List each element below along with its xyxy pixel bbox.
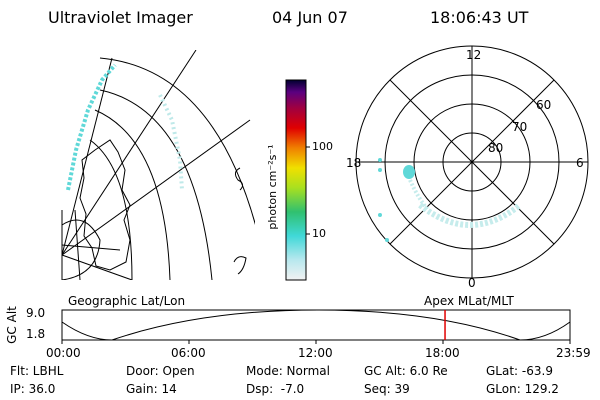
map-meridian (61, 119, 251, 256)
polar-lat-label-70: 70 (512, 120, 528, 134)
timeline-ylabel: GC Alt (5, 306, 19, 344)
info-gc-alt: GC Alt: 6.0 Re (364, 364, 448, 378)
polar-emission-spot (403, 165, 415, 179)
map-grid-line (74, 209, 81, 280)
polar-lat-label-60: 60 (536, 98, 552, 112)
info-gain: Gain: 14 (126, 382, 177, 396)
info-glon: GLon: 129.2 (486, 382, 559, 396)
time-label: 18:06:43 UT (430, 8, 529, 27)
timeline-xtick-label: 06:00 (171, 346, 206, 360)
map-emission-band (66, 63, 117, 191)
polar-mlt-label-12: 12 (466, 48, 482, 62)
info-seq: Seq: 39 (364, 382, 410, 396)
map-coastline (79, 139, 131, 271)
timeline-xtick-label: 18:00 (425, 346, 460, 360)
polar-mlt-label-6: 6 (576, 156, 584, 170)
map-lat-circle (94, 109, 171, 280)
map-lat-circle (99, 57, 255, 226)
timeline-xtick-label: 23:59 (556, 346, 591, 360)
map-grid-line (61, 244, 121, 251)
timeline-xtick-label: 12:00 (298, 346, 333, 360)
date-label: 04 Jun 07 (272, 8, 348, 27)
polar-mlt-label-18: 18 (346, 156, 362, 170)
map-coastline-fragment (233, 256, 247, 275)
geographic-label: Geographic Lat/Lon (68, 294, 186, 308)
polar-emission-spot (385, 238, 389, 242)
info-dsp: Dsp: -7.0 (246, 382, 305, 396)
map-meridian (61, 50, 197, 256)
map-coastline-fragment (234, 167, 244, 191)
instrument-title: Ultraviolet Imager (48, 8, 193, 27)
polar-mlt-label-0: 0 (468, 276, 476, 290)
altitude-curve (61, 309, 571, 341)
timeline-frame (61, 309, 571, 341)
polar-emission-oval (408, 179, 430, 212)
timeline-ytick-bottom: 1.8 (26, 327, 46, 341)
timeline-ytick-top: 9.0 (26, 306, 46, 320)
colorbar-tick-label: 100 (312, 140, 333, 153)
polar-meridian-diag (389, 79, 555, 245)
polar-emission-spot (378, 158, 382, 162)
polar-lat-label-80: 80 (488, 141, 504, 155)
polar-emission-spot (378, 168, 382, 172)
info-ip: IP: 36.0 (10, 382, 56, 396)
info-filter: Flt: LBHL (10, 364, 64, 378)
info-mode: Mode: Normal (246, 364, 330, 378)
colorbar-tick-label: 10 (312, 227, 326, 240)
timeline-xtick-label: 00:00 (46, 346, 81, 360)
apex-label: Apex MLat/MLT (424, 294, 514, 308)
info-door: Door: Open (126, 364, 195, 378)
colorbar-gradient (285, 79, 307, 281)
polar-emission-oval (418, 202, 522, 228)
map-lat-circle (89, 139, 133, 280)
map-meridian (61, 254, 133, 280)
info-glat: GLat: -63.9 (486, 364, 553, 378)
polar-emission-spot (378, 213, 382, 217)
